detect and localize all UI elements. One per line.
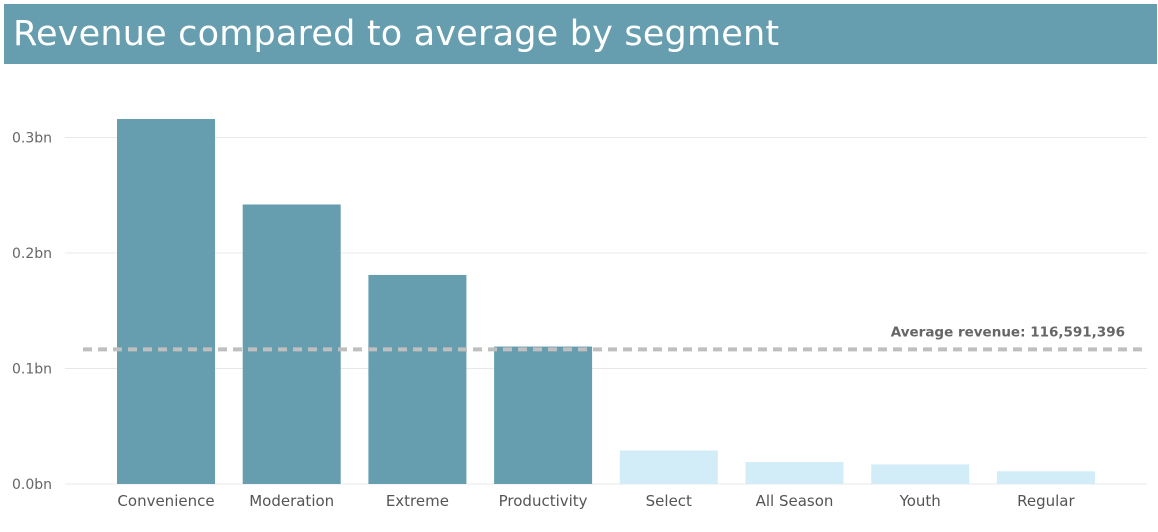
y-tick-label: 0.0bn [12,477,52,493]
y-tick-label: 0.2bn [12,246,52,262]
x-tick-label: Extreme [386,492,449,510]
y-tick-label: 0.1bn [12,362,52,378]
x-tick-label: All Season [756,492,834,510]
bar-youth [871,464,970,484]
bar-convenience [117,119,215,485]
x-tick-label: Moderation [249,492,334,510]
title-bar: Revenue compared to average by segment [4,4,1157,64]
x-tick-label: Productivity [499,492,588,510]
bar-select [619,450,718,484]
x-tick-label: Convenience [117,492,214,510]
bar-all-season [745,462,844,484]
y-tick-label: 0.3bn [12,131,52,147]
chart-title: Revenue compared to average by segment [13,14,780,54]
x-tick-label: Youth [899,492,941,510]
average-line-label: Average revenue: 116,591,396 [891,324,1125,340]
bar-moderation [242,204,341,485]
x-tick-label: Select [646,492,692,510]
bar-extreme [368,274,467,484]
bar-regular [996,471,1095,484]
bar-productivity [494,346,593,484]
x-tick-label: Regular [1017,492,1075,510]
